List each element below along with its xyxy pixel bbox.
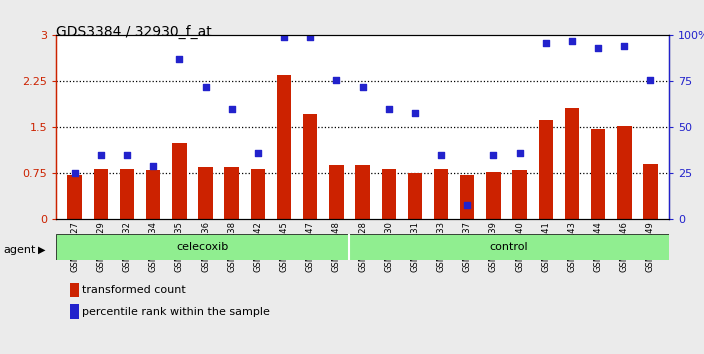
Point [148,163,159,169]
Point [357,84,368,90]
Bar [356,165,370,219]
Point [462,202,473,207]
Bar [329,165,344,219]
Bar [486,172,501,219]
Bar [460,175,474,219]
Point [226,106,237,112]
Bar [172,143,187,219]
Point [121,152,132,158]
Text: control: control [490,242,528,252]
Bar [120,169,134,219]
Text: GDS3384 / 32930_f_at: GDS3384 / 32930_f_at [56,25,212,39]
Bar [382,169,396,219]
Point [305,34,316,40]
Bar [565,108,579,219]
Text: transformed count: transformed count [82,285,186,295]
Point [252,150,263,156]
Point [619,44,630,49]
Point [540,40,551,46]
Point [566,38,577,44]
Point [69,171,80,176]
Text: ▶: ▶ [38,245,46,255]
Bar [68,175,82,219]
Text: percentile rank within the sample: percentile rank within the sample [82,307,270,316]
Bar [408,173,422,219]
Point [95,152,106,158]
Point [436,152,447,158]
Point [488,152,499,158]
Point [278,34,289,40]
Text: celecoxib: celecoxib [177,242,229,252]
Bar [303,114,318,219]
Bar [434,169,448,219]
Bar [539,120,553,219]
Bar [277,75,291,219]
Bar [199,167,213,219]
Point [645,77,656,82]
Bar [617,126,631,219]
Text: agent: agent [4,245,36,255]
Bar [513,170,527,219]
Point [409,110,420,115]
Point [200,84,211,90]
Point [593,45,604,51]
Bar [94,169,108,219]
Point [514,150,525,156]
Bar [225,167,239,219]
Bar [591,129,605,219]
Point [383,106,394,112]
Point [331,77,342,82]
Bar [643,164,658,219]
Bar [146,170,161,219]
Point [174,57,185,62]
Bar [251,169,265,219]
